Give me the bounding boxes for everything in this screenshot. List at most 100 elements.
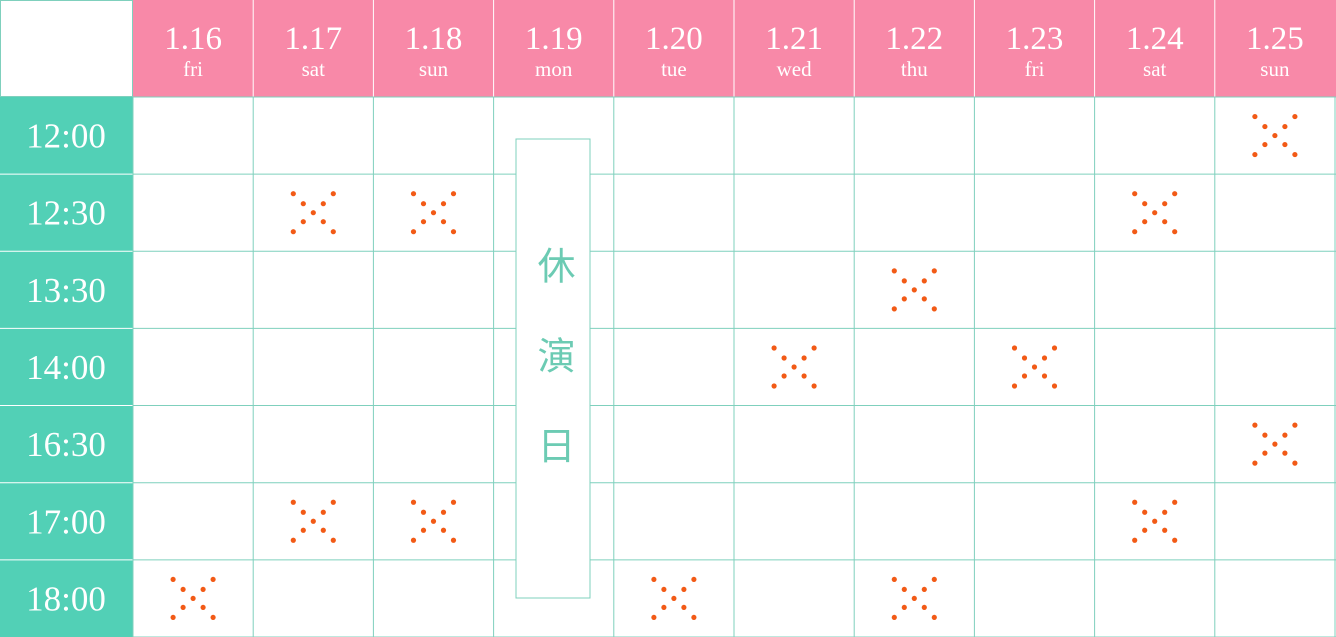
weekday-label: thu: [901, 57, 928, 81]
mark-dot: [300, 509, 306, 515]
mark-dot: [1162, 527, 1168, 533]
mark-dot: [931, 306, 937, 312]
mark-dot: [410, 191, 417, 197]
mark-dot: [1172, 229, 1178, 235]
mark-dot: [891, 306, 897, 312]
mark-dot: [450, 537, 457, 543]
time-label: 12:30: [26, 194, 106, 233]
mark-dot: [210, 576, 216, 583]
mark-dot: [901, 604, 907, 611]
mark-dot: [811, 383, 817, 389]
mark-dot: [1152, 210, 1158, 216]
mark-dot: [1051, 383, 1058, 389]
mark-dot: [180, 586, 186, 593]
mark-dot: [420, 219, 427, 225]
mark-dot: [1282, 450, 1288, 456]
sold-out-mark: [771, 345, 817, 389]
mark-dot: [170, 614, 176, 621]
time-column: [0, 97, 133, 637]
weekday-label: fri: [1025, 57, 1045, 81]
mark-dot: [450, 191, 457, 197]
mark-dot: [320, 219, 326, 225]
mark-dot: [1172, 499, 1178, 505]
mark-dot: [430, 518, 437, 524]
mark-dot: [921, 604, 927, 611]
date-label: 1.21: [765, 21, 823, 57]
mark-dot: [330, 537, 336, 543]
mark-dot: [891, 576, 897, 583]
mark-dot: [921, 296, 927, 302]
mark-dot: [681, 604, 687, 611]
mark-dot: [410, 229, 417, 235]
sold-out-mark: [290, 191, 336, 235]
mark-dot: [901, 586, 907, 593]
date-label: 1.23: [1006, 21, 1064, 57]
mark-dot: [1041, 355, 1048, 361]
mark-dot: [1272, 132, 1278, 139]
date-label: 1.24: [1126, 21, 1184, 57]
sold-out-mark: [1252, 113, 1298, 158]
mark-dot: [1132, 229, 1138, 235]
mark-dot: [1031, 364, 1038, 370]
mark-dot: [200, 604, 206, 611]
mark-dot: [290, 537, 296, 543]
mark-dot: [300, 219, 306, 225]
mark-dot: [290, 229, 296, 235]
mark-dot: [1252, 113, 1258, 120]
mark-dot: [1142, 219, 1148, 225]
mark-dot: [1262, 123, 1268, 130]
mark-dot: [1041, 373, 1048, 379]
mark-dot: [1011, 383, 1018, 389]
weekday-label: sat: [1143, 57, 1166, 81]
sold-out-mark: [1132, 191, 1178, 235]
mark-dot: [290, 191, 296, 197]
time-label: 13:30: [26, 271, 106, 310]
sold-out-mark: [170, 576, 216, 621]
date-label: 1.16: [164, 21, 222, 57]
mark-dot: [1142, 527, 1148, 533]
mark-dot: [430, 210, 437, 216]
mark-dot: [300, 201, 306, 207]
time-label: 14:00: [26, 348, 106, 387]
mark-dot: [1051, 345, 1058, 351]
sold-out-mark: [410, 499, 457, 543]
mark-dot: [1292, 460, 1298, 466]
weekday-label: mon: [535, 57, 573, 81]
date-label: 1.19: [525, 21, 583, 57]
mark-dot: [781, 355, 787, 361]
mark-dot: [1262, 141, 1268, 148]
mark-dot: [440, 201, 447, 207]
time-label: 16:30: [26, 425, 106, 464]
mark-dot: [891, 268, 897, 274]
mark-dot: [1282, 123, 1288, 130]
mark-dot: [320, 527, 326, 533]
mark-dot: [420, 527, 427, 533]
mark-dot: [691, 576, 697, 583]
date-label: 1.20: [645, 21, 703, 57]
mark-dot: [1132, 499, 1138, 505]
mark-dot: [310, 518, 316, 524]
mark-dot: [911, 287, 917, 293]
mark-dot: [1142, 201, 1148, 207]
mark-dot: [801, 373, 807, 379]
weekday-label: sun: [419, 57, 449, 81]
weekday-label: sat: [302, 57, 325, 81]
date-label: 1.25: [1246, 21, 1304, 57]
mark-dot: [440, 509, 447, 515]
mark-dot: [450, 499, 457, 505]
mark-dot: [330, 191, 336, 197]
mark-dot: [781, 373, 787, 379]
mark-dot: [681, 586, 687, 593]
mark-dot: [921, 586, 927, 593]
mark-dot: [190, 595, 196, 602]
mark-dot: [200, 586, 206, 593]
mark-dot: [671, 595, 677, 602]
time-label: 17:00: [26, 502, 106, 541]
mark-dot: [1272, 441, 1278, 447]
time-label: 12:00: [26, 117, 106, 156]
mark-dot: [1142, 509, 1148, 515]
weekday-label: wed: [777, 57, 812, 81]
mark-dot: [901, 296, 907, 302]
